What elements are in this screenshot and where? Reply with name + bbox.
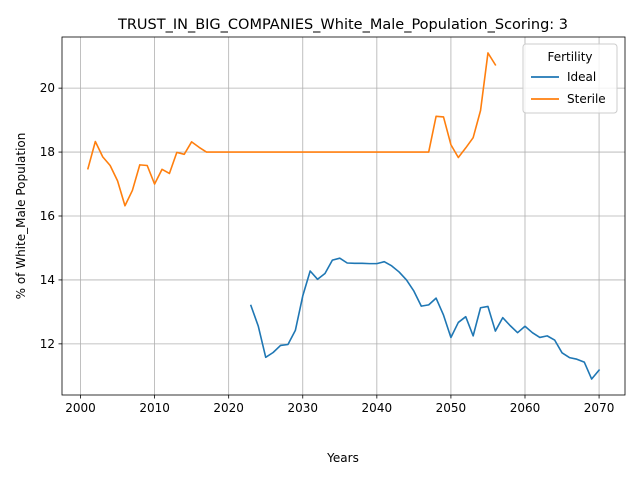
y-tick-label: 14 — [40, 273, 55, 287]
axis-ticks: 2000 2010 2020 2030 2040 2050 2060 2070 12 14 16 18… — [40, 81, 615, 415]
chart-title: TRUST_IN_BIG_COMPANIES_White_Male_Popula… — [117, 17, 568, 33]
series-line-sterile — [86, 52, 497, 207]
legend-label-sterile: Sterile — [567, 92, 606, 106]
series-line-ideal — [249, 257, 601, 380]
y-tick-label: 18 — [40, 145, 55, 159]
series-lines — [86, 52, 601, 380]
y-tick-label: 12 — [40, 337, 55, 351]
x-tick-label: 2000 — [65, 401, 96, 415]
legend-box — [522, 43, 618, 114]
x-tick-label: 2030 — [287, 401, 318, 415]
x-axis-title: Years — [326, 451, 359, 465]
x-tick-label: 2060 — [510, 401, 541, 415]
legend: Fertility Ideal Sterile — [522, 43, 618, 114]
legend-label-ideal: Ideal — [567, 70, 596, 84]
x-tick-label: 2010 — [139, 401, 170, 415]
y-axis-title: % of White_Male Population — [14, 133, 28, 300]
x-tick-label: 2070 — [584, 401, 615, 415]
x-tick-label: 2050 — [436, 401, 467, 415]
x-tick-label: 2020 — [213, 401, 244, 415]
y-tick-label: 16 — [40, 209, 55, 223]
x-tick-label: 2040 — [362, 401, 393, 415]
legend-title: Fertility — [547, 50, 592, 64]
y-tick-label: 20 — [40, 81, 55, 95]
